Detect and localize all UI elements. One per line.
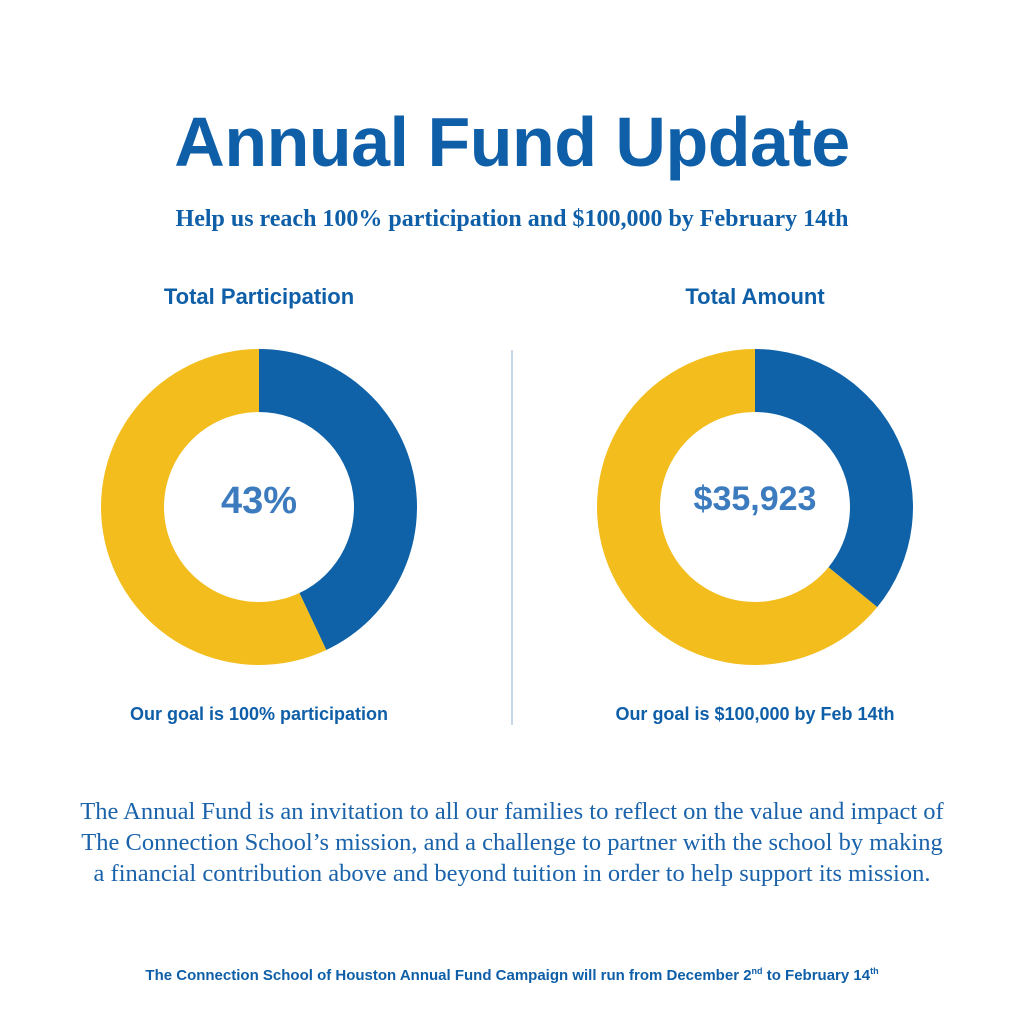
description-paragraph: The Annual Fund is an invitation to all … — [80, 798, 944, 887]
amount-slice-remaining — [596, 349, 878, 665]
participation-goal-caption: Our goal is 100% participation — [129, 704, 389, 724]
footer-sup-b: th — [870, 966, 879, 976]
amount-slice-raised — [755, 349, 913, 608]
footer-text-b: to February 14 — [762, 967, 871, 984]
amount-center-label: $35,923 — [693, 480, 817, 518]
participation-center-label: 43% — [220, 480, 298, 522]
amount-goal-caption: Our goal is $100,000 by Feb 14th — [615, 704, 895, 724]
page-title: Annual Fund Update — [174, 103, 850, 181]
page-subtitle: Help us reach 100% participation and $10… — [175, 206, 849, 232]
divider — [511, 350, 513, 725]
participation-slice-remaining — [100, 349, 327, 666]
footer-sup-a: nd — [751, 966, 763, 976]
participation-chart-title: Total Participation — [163, 284, 355, 309]
amount-chart-title: Total Amount — [685, 284, 825, 309]
participation-slice-participated — [259, 349, 417, 650]
campaign-dates-footer: The Connection School of Houston Annual … — [0, 966, 1024, 984]
footer-text-a: The Connection School of Houston Annual … — [145, 967, 752, 984]
